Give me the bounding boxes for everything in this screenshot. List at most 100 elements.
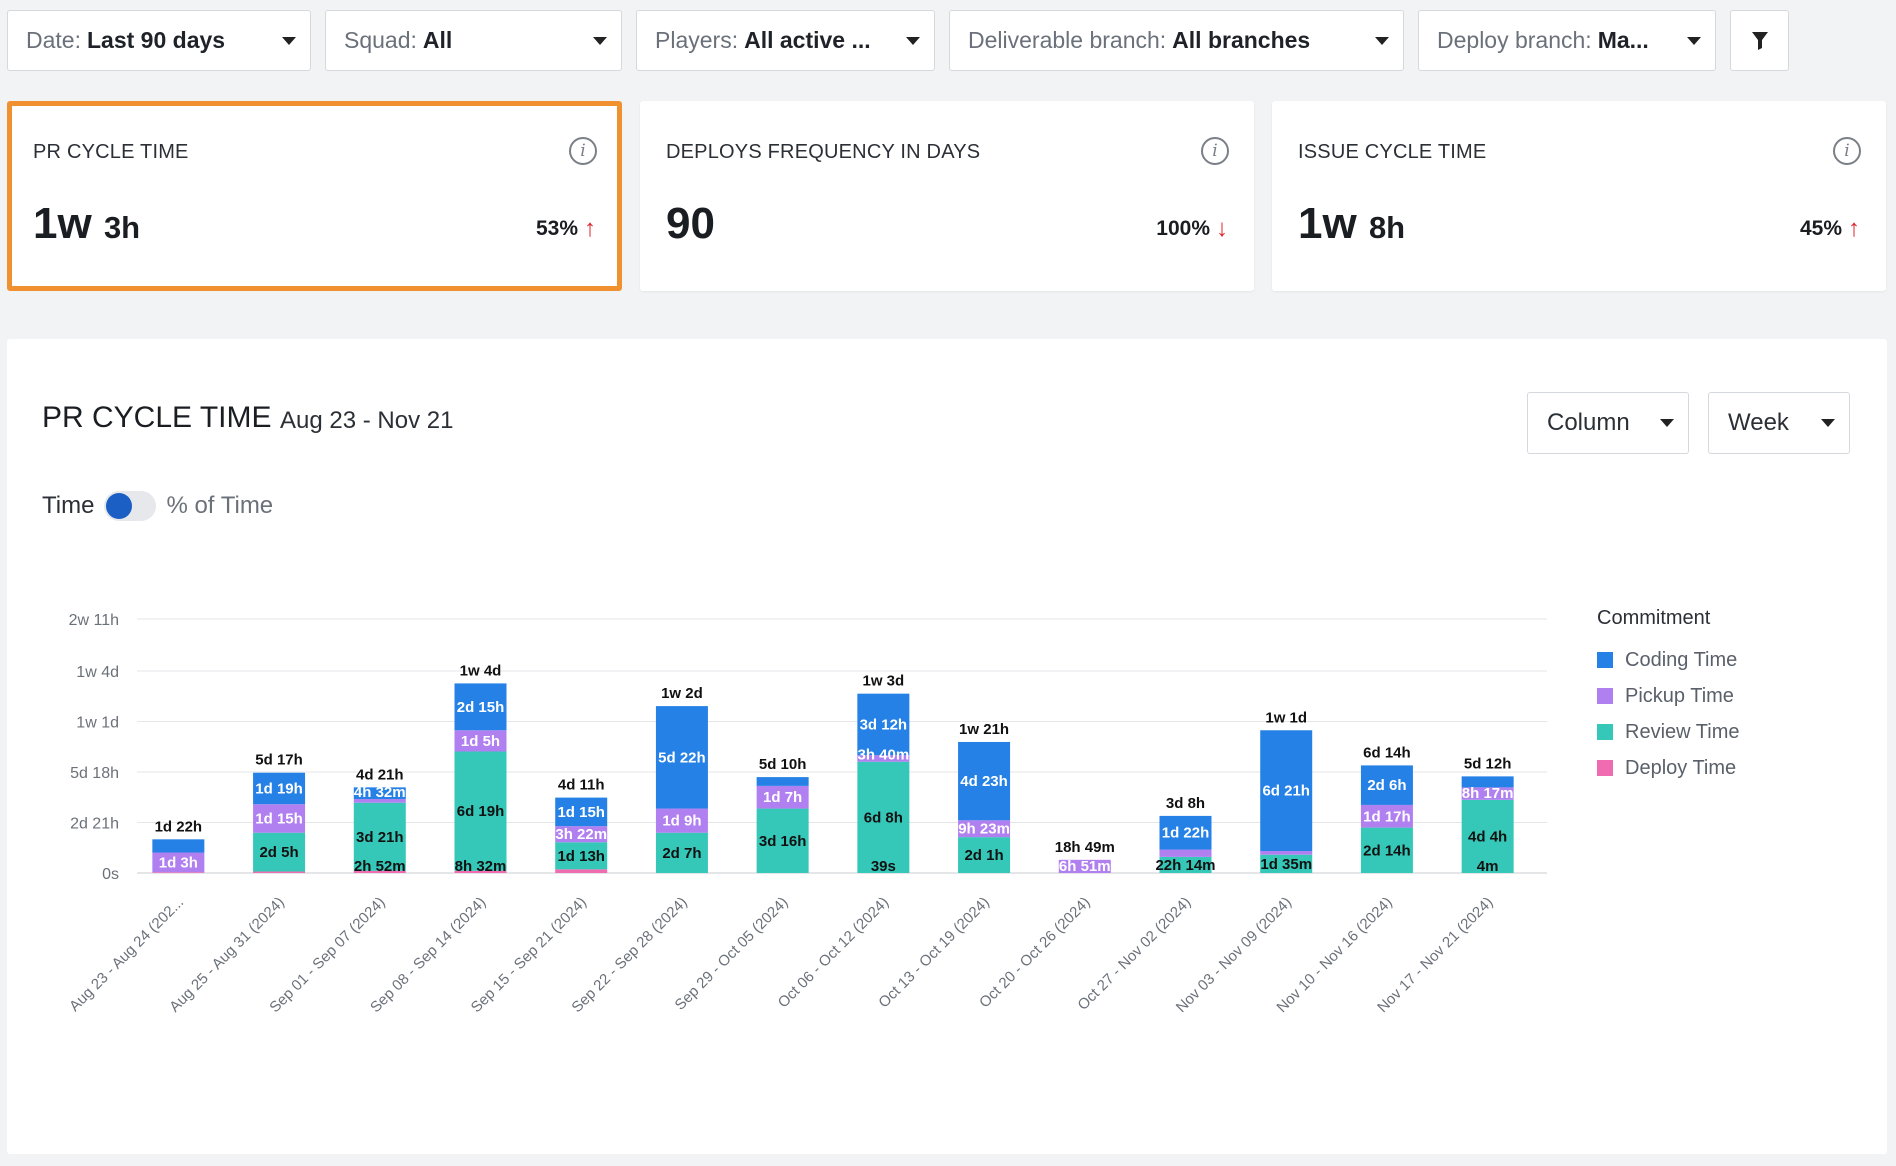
bar-segment <box>1159 849 1212 857</box>
bar-segment <box>555 869 608 873</box>
legend-item-pickup[interactable]: Pickup Time <box>1597 678 1739 714</box>
info-icon[interactable]: i <box>1833 137 1861 165</box>
kpi-value-small: 3h <box>103 210 141 245</box>
chart-panel: PR CYCLE TIME Aug 23 - Nov 21 Column Wee… <box>7 339 1887 1154</box>
date-filter[interactable]: Date: Last 90 days <box>7 10 311 71</box>
x-tick-label: Oct 13 - Oct 19 (2024) <box>875 894 993 1012</box>
time-percent-toggle[interactable] <box>104 491 157 521</box>
bar-segment <box>857 755 910 762</box>
bar-segment <box>655 706 708 809</box>
bar-segment <box>152 852 205 873</box>
y-tick-label: 2w 11h <box>69 612 119 629</box>
filter-bar: Date: Last 90 days Squad: All Players: A… <box>7 10 1789 71</box>
bar-segment <box>1159 815 1212 850</box>
bar-segment-label: 1d 17h <box>1363 808 1411 825</box>
x-tick-label: Sep 15 - Sep 21 (2024) <box>468 894 590 1016</box>
bar-segment <box>555 842 608 870</box>
interval-select[interactable]: Week <box>1708 392 1850 454</box>
kpi-card-issue-cycle-time[interactable]: ISSUE CYCLE TIME i 1w 8h 45% ↑ <box>1272 101 1886 291</box>
bar-segment-label: 9h 23m <box>958 821 1010 838</box>
bar-segment <box>756 785 809 809</box>
kpi-delta-value: 45% <box>1799 217 1842 240</box>
bar-segment <box>454 683 507 731</box>
bar-total-label: 5d 12h <box>1464 755 1512 772</box>
bar-segment <box>253 871 306 873</box>
chevron-down-icon <box>593 36 607 45</box>
kpi-value-main: 1w <box>33 199 92 248</box>
info-icon[interactable]: i <box>569 137 597 165</box>
chart-legend: Commitment Coding Time Pickup Time Revie… <box>1597 607 1739 786</box>
x-tick-label: Oct 27 - Nov 02 (2024) <box>1074 894 1194 1014</box>
bar-segment-label: 1d 5h <box>461 733 500 750</box>
arrow-down-icon: ↓ <box>1216 215 1228 242</box>
deploy-branch-filter[interactable]: Deploy branch: Ma... <box>1418 10 1716 71</box>
legend-label: Review Time <box>1625 720 1740 743</box>
filter-button[interactable] <box>1730 10 1789 71</box>
deliverable-branch-filter[interactable]: Deliverable branch: All branches <box>949 10 1404 71</box>
bar-segment <box>958 837 1011 873</box>
chevron-down-icon <box>1375 36 1389 45</box>
bar-segment <box>857 693 910 756</box>
bar-total-label: 4d 11h <box>558 777 605 794</box>
chevron-down-icon <box>282 36 296 45</box>
bar-total-label: 1w 2d <box>661 685 703 702</box>
deliverable-branch-filter-value: All branches <box>1172 27 1311 53</box>
squad-filter-label: Squad: <box>344 27 417 53</box>
bar-segment-label: 6d 8h <box>864 809 903 826</box>
date-filter-label: Date: <box>26 27 81 53</box>
bar-segment-label: 1d 15h <box>255 810 303 827</box>
legend-item-deploy[interactable]: Deploy Time <box>1597 750 1739 786</box>
kpi-delta: 45% ↑ <box>1800 215 1860 243</box>
kpi-card-deploys-frequency[interactable]: DEPLOYS FREQUENCY IN DAYS i 90 100% ↓ <box>640 101 1254 291</box>
bar-segment-label: 2d 1h <box>964 847 1003 864</box>
bar-total-label: 1w 1d <box>1265 709 1307 726</box>
x-tick-label: Oct 20 - Oct 26 (2024) <box>976 894 1094 1012</box>
bar-segment <box>1058 859 1111 873</box>
kpi-delta: 53% ↑ <box>536 215 596 243</box>
bar-segment <box>253 804 306 833</box>
bar-segment-label: 2h 52m <box>354 858 406 875</box>
chart-type-select[interactable]: Column <box>1527 392 1689 454</box>
bar-total-label: 5d 17h <box>255 752 303 769</box>
bar-segment-label: 1d 35m <box>1260 856 1312 873</box>
bar-segment <box>655 808 708 833</box>
legend-label: Coding Time <box>1625 648 1738 671</box>
x-tick-label: Aug 25 - Aug 31 (2024) <box>166 894 288 1016</box>
legend-item-coding[interactable]: Coding Time <box>1597 642 1739 678</box>
chevron-down-icon <box>906 36 920 45</box>
bar-total-label: 1w 3d <box>863 673 905 690</box>
bar-segment-label: 8h 17m <box>1462 785 1514 802</box>
bar-segment-label: 3d 16h <box>759 833 807 850</box>
toggle-knob <box>106 493 133 519</box>
chevron-down-icon <box>1660 419 1674 427</box>
bar-segment-label: 2d 7h <box>662 845 701 862</box>
bar-segment-label: 1d 19h <box>255 780 303 797</box>
bar-segment <box>1360 804 1413 828</box>
bar-segment-label: 3d 12h <box>860 716 908 733</box>
bar-segment-label: 6d 19h <box>457 803 505 820</box>
x-tick-label: Aug 23 - Aug 24 (202... <box>66 894 187 1015</box>
legend-item-review[interactable]: Review Time <box>1597 714 1739 750</box>
chart-type-value: Column <box>1547 409 1630 436</box>
legend-title: Commitment <box>1597 607 1711 629</box>
bar-segment-label: 1d 22h <box>1162 825 1210 842</box>
bar-total-label: 6d 14h <box>1363 744 1411 761</box>
info-icon[interactable]: i <box>1201 137 1229 165</box>
bar-segment-label: 22h 14m <box>1155 857 1215 874</box>
kpi-title: PR CYCLE TIME <box>33 141 189 163</box>
bar-segment <box>555 826 608 843</box>
deliverable-branch-filter-label: Deliverable branch: <box>968 27 1167 53</box>
bar-segment <box>454 870 507 873</box>
players-filter[interactable]: Players: All active ... <box>636 10 935 71</box>
bar-segment <box>857 761 910 873</box>
kpi-card-pr-cycle-time[interactable]: PR CYCLE TIME i 1w 3h 53% ↑ <box>7 101 622 291</box>
interval-value: Week <box>1728 409 1789 436</box>
bar-segment <box>353 802 406 871</box>
time-toggle-row: Time % of Time <box>42 491 273 521</box>
bar-segment <box>756 777 809 786</box>
bar-segment-label: 4d 4h <box>1468 828 1507 845</box>
y-tick-label: 1w 1d <box>76 714 119 731</box>
bar-total-label: 1d 22h <box>155 818 203 835</box>
bar-segment-label: 4h 32m <box>354 784 406 801</box>
squad-filter[interactable]: Squad: All <box>325 10 622 71</box>
